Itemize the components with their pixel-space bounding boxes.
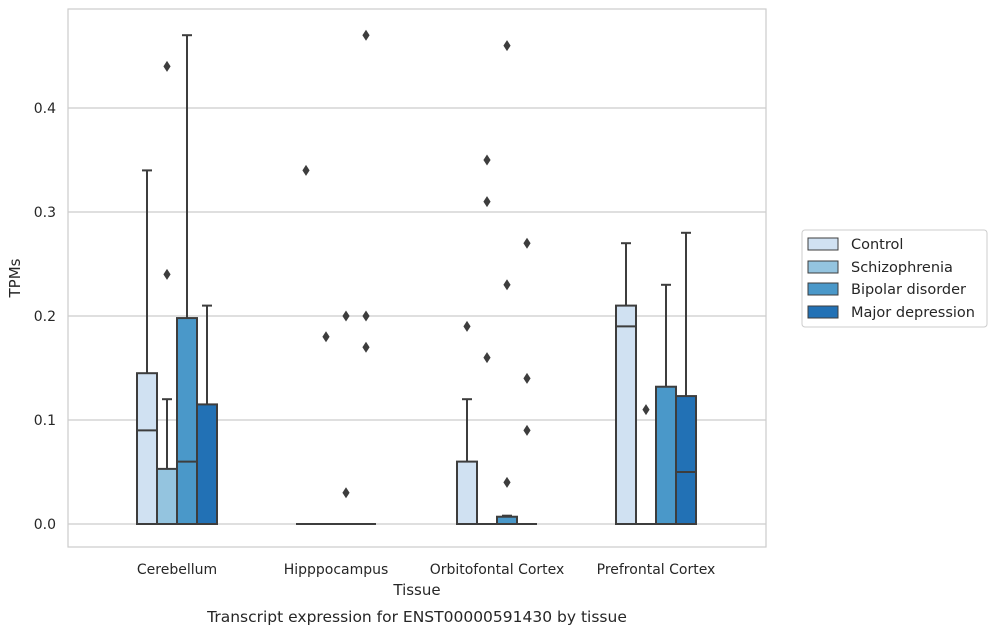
figure-caption: Transcript expression for ENST0000059143… [206,608,627,626]
legend-swatch-control [807,237,839,251]
y-tick-label: 0.4 [34,101,56,117]
box-iqr [675,395,697,525]
legend: Control Schizophrenia Bipolar disorder M… [801,229,988,328]
outlier-point [362,341,370,353]
outlier-point [463,320,471,332]
x-tick-label: Prefrontal Cortex [597,562,716,578]
outlier-point [302,164,310,176]
box-bipolar-disorder-hipppocampus [336,310,356,525]
box-major-depression-orbitofontal-cortex [517,237,537,525]
legend-swatch-bipolar-disorder [807,282,839,296]
outlier-point [163,268,171,280]
box-iqr [156,467,178,526]
x-tick-label: Hipppocampus [284,562,389,578]
box-iqr [655,385,677,525]
outlier-point [523,424,531,436]
box-major-depression-prefrontal-cortex [675,231,697,525]
outlier-point [483,352,491,364]
box-major-depression-hipppocampus [356,29,376,525]
box-control-orbitofontal-cortex [456,320,478,526]
box-bipolar-disorder-prefrontal-cortex [655,283,677,525]
x-tick-labels: Cerebellum Hipppocampus Orbitofontal Corte… [137,562,715,578]
legend-label-bipolar-disorder: Bipolar disorder [851,282,966,298]
outlier-point [523,237,531,249]
y-tick-label: 0.0 [34,517,56,533]
legend-label-schizophrenia: Schizophrenia [851,260,953,276]
legend-swatch-schizophrenia [807,260,839,274]
y-tick-labels: 0.0 0.1 0.2 0.3 0.4 [34,101,56,533]
y-axis-label: TPMs [6,258,24,298]
outlier-point [483,196,491,208]
box-major-depression-cerebellum [196,304,218,525]
outlier-point [503,40,511,52]
x-tick-label: Cerebellum [137,562,217,578]
y-tick-label: 0.3 [34,205,56,221]
box-iqr [136,372,158,526]
y-tick-label: 0.1 [34,413,56,429]
outlier-point [503,279,511,291]
box-groups [136,29,697,526]
box-control-cerebellum [136,169,158,526]
legend-swatch-major-depression [807,305,839,319]
box-control-prefrontal-cortex [615,242,637,525]
legend-frame [801,229,988,328]
outlier-point [342,487,350,499]
outlier-point [163,60,171,72]
box-iqr [615,304,637,525]
box-iqr [196,403,218,525]
legend-label-control: Control [851,237,903,253]
box-iqr [456,460,478,526]
box-schizophrenia-prefrontal-cortex [636,404,656,525]
outlier-point [362,29,370,41]
box-control-hipppocampus [296,164,316,525]
outlier-point [362,310,370,322]
outlier-point [523,372,531,384]
outlier-point [483,154,491,166]
x-tick-label: Orbitofontal Cortex [430,562,565,578]
box-iqr [176,317,198,525]
box-schizophrenia-hipppocampus [316,331,336,525]
outlier-point [503,476,511,488]
outlier-point [322,331,330,343]
y-tick-label: 0.2 [34,309,56,325]
outlier-point [642,404,650,416]
x-axis-label: Tissue [392,581,440,599]
legend-label-major-depression: Major depression [851,305,975,321]
box-schizophrenia-orbitofontal-cortex [477,154,497,525]
box-bipolar-disorder-orbitofontal-cortex [496,40,518,525]
box-iqr [496,515,518,525]
outlier-point [342,310,350,322]
